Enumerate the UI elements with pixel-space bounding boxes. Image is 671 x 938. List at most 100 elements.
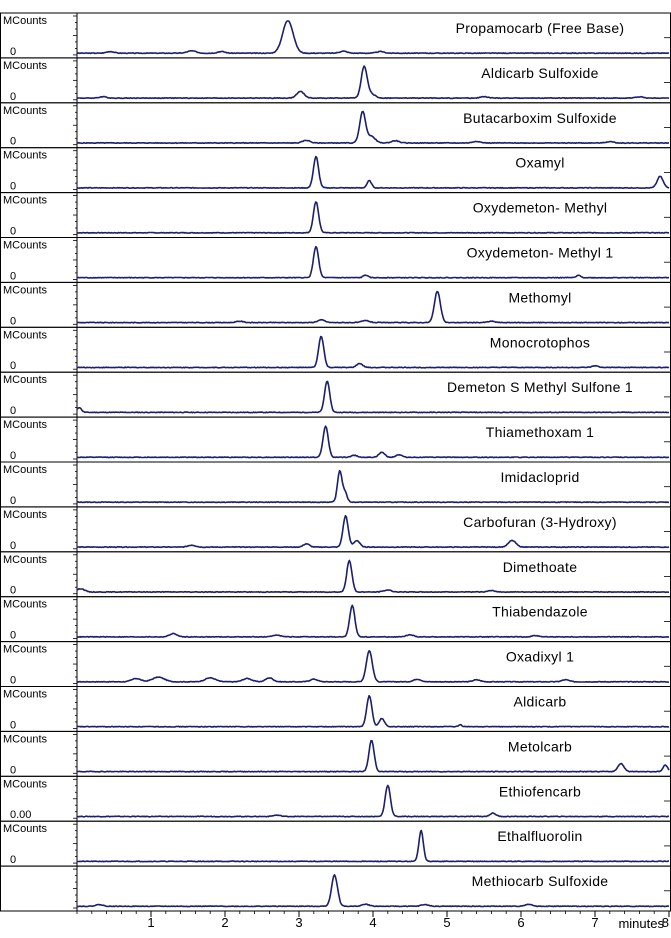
zero-label: 0: [10, 136, 16, 148]
panel-6: MCounts 0 Oxydemeton- Methyl 1: [0, 237, 671, 283]
x-tick-label: 5: [443, 915, 450, 930]
compound-name: Ethalfluorolin: [497, 828, 582, 844]
series-line: [77, 784, 670, 818]
compound-name: Ethiofencarb: [499, 783, 581, 799]
series-line: [76, 155, 670, 189]
panel-7: MCounts 0 Methomyl: [0, 281, 671, 328]
zero-label: 0: [10, 315, 16, 327]
zero-label: 0: [10, 46, 16, 58]
y-unit-label: MCounts: [3, 554, 48, 566]
zero-label: 0: [10, 675, 16, 687]
x-tick-label: 8: [662, 915, 669, 930]
x-tick-label: 3: [295, 915, 302, 930]
y-unit-label: MCounts: [3, 374, 48, 386]
zero-label: 0: [10, 405, 16, 417]
compound-name: Oxydemeton- Methyl: [473, 200, 608, 216]
panel-10: MCounts 0 Thiamethoxam 1: [0, 416, 671, 463]
compound-name: Carbofuran (3-Hydroxy): [463, 514, 617, 530]
series-line: [76, 650, 670, 683]
series-line: [76, 559, 669, 594]
series-line: [76, 110, 669, 145]
y-unit-label: MCounts: [3, 419, 48, 431]
y-unit-label: MCounts: [3, 329, 48, 341]
compound-name: Demeton S Methyl Sulfone 1: [447, 379, 633, 395]
compound-name: Propamocarb (Free Base): [456, 20, 625, 36]
zero-label: 0: [10, 630, 16, 642]
series-line: [76, 335, 670, 369]
series-line: [77, 829, 669, 863]
panel-2: MCounts 0 Aldicarb Sulfoxide: [0, 57, 671, 104]
panel-frame: [0, 686, 671, 732]
compound-name: Aldicarb Sulfoxide: [481, 65, 598, 81]
series-line: [76, 245, 670, 279]
compound-name: Oxadixyl 1: [506, 649, 574, 665]
y-unit-label: MCounts: [3, 599, 48, 611]
x-axis-label: minutes: [618, 916, 664, 931]
y-unit-label: MCounts: [3, 689, 48, 701]
series-line: [76, 694, 670, 728]
y-unit-label: MCounts: [3, 823, 48, 835]
y-unit-label: MCounts: [3, 105, 48, 117]
compound-name: Oxydemeton- Methyl 1: [467, 245, 614, 261]
y-unit-label: MCounts: [3, 284, 48, 296]
panel-11: MCounts 0 Imidacloprid: [0, 461, 671, 508]
panel-frame: [0, 147, 671, 194]
panel-17: MCounts 0 Metolcarb: [0, 730, 671, 777]
panel-20: Methiocarb Sulfoxide: [0, 865, 671, 912]
zero-label: 0: [10, 764, 16, 776]
series-line: [76, 470, 670, 504]
y-unit-label: MCounts: [3, 733, 48, 745]
compound-name: Aldicarb: [514, 694, 567, 710]
compound-name: Butacarboxim Sulfoxide: [463, 110, 617, 126]
panel-19: MCounts 0 Ethalfluorolin: [0, 820, 671, 867]
series-line: [76, 604, 670, 638]
panel-1: MCounts 0 Propamocarb (Free Base): [0, 12, 671, 59]
x-tick-label: 1: [147, 915, 154, 930]
zero-label: 0: [10, 495, 16, 507]
panel-4: MCounts 0 Oxamyl: [0, 147, 671, 194]
y-unit-label: MCounts: [3, 195, 48, 207]
x-tick-label: 6: [517, 915, 524, 930]
y-unit-label: MCounts: [3, 60, 48, 72]
zero-label: 0: [10, 270, 16, 282]
panel-8: MCounts 0 Monocrotophos: [0, 326, 671, 373]
y-unit-label: MCounts: [3, 464, 48, 476]
compound-name: Imidacloprid: [500, 469, 579, 485]
panel-13: MCounts 0 Dimethoate: [0, 551, 671, 598]
panel-5: MCounts 0 Oxydemeton- Methyl: [0, 192, 671, 239]
y-unit-label: MCounts: [3, 509, 48, 521]
panel-14: MCounts 0 Thiabendazole: [0, 596, 671, 643]
x-tick-label: 2: [221, 915, 228, 930]
zero-label: 0: [10, 91, 16, 103]
compound-name: Dimethoate: [503, 559, 578, 575]
zero-label: 0: [10, 540, 16, 552]
compound-name: Monocrotophos: [490, 334, 590, 350]
y-unit-label: MCounts: [3, 15, 48, 27]
compound-name: Oxamyl: [515, 155, 564, 171]
series-line: [76, 380, 669, 414]
panel-18: MCounts 0.00 Ethiofencarb: [0, 775, 671, 822]
series-line: [76, 425, 670, 459]
y-unit-label: MCounts: [3, 644, 48, 656]
panel-15: MCounts 0 Oxadixyl 1: [0, 641, 671, 687]
x-tick-label: 7: [591, 915, 598, 930]
y-unit-label: MCounts: [3, 240, 48, 252]
zero-label: 0: [10, 181, 16, 193]
y-unit-label: MCounts: [3, 150, 48, 162]
zero-label: 0: [10, 226, 16, 238]
panel-9: MCounts 0 Demeton S Methyl Sulfone 1: [0, 371, 671, 418]
series-line: [76, 65, 670, 100]
zero-label: 0: [10, 719, 16, 731]
compound-name: Thiamethoxam 1: [486, 424, 594, 440]
series-line: [76, 201, 669, 234]
zero-label: 0: [10, 854, 16, 866]
compound-name: Metolcarb: [508, 738, 572, 754]
zero-label: 0: [10, 585, 16, 597]
panel-12: MCounts 0 Carbofuran (3-Hydroxy): [0, 506, 671, 553]
series-line: [76, 290, 669, 324]
series-line: [76, 20, 670, 55]
series-line: [76, 874, 670, 908]
series-line: [76, 515, 670, 549]
